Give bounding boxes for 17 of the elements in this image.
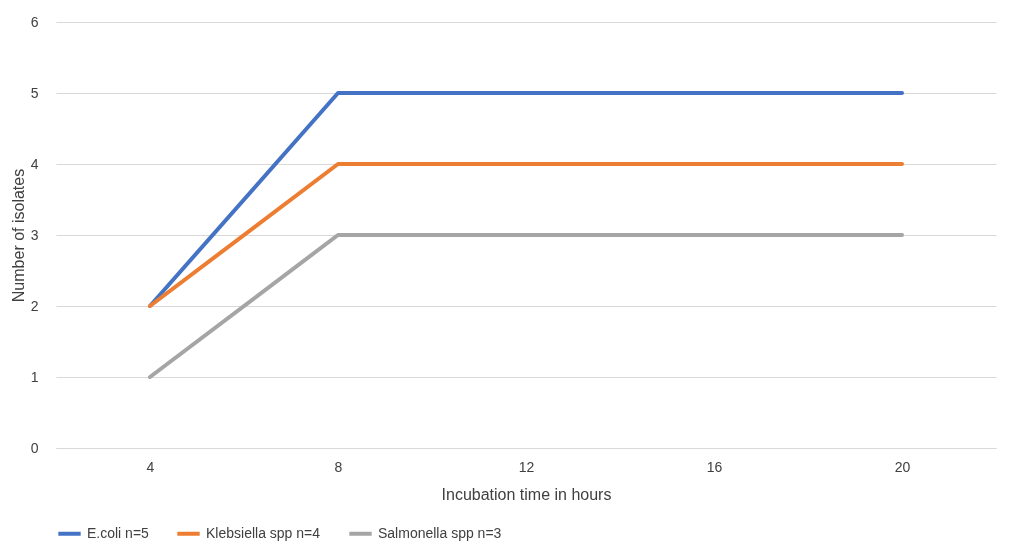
legend-label: Salmonella spp n=3 — [378, 524, 502, 541]
y-tick-label: 6 — [30, 13, 39, 30]
x-tick-label: 20 — [894, 458, 911, 475]
y-tick-label: 2 — [30, 297, 39, 314]
x-axis-title: Incubation time in hours — [441, 485, 612, 503]
y-tick-label: 1 — [30, 368, 39, 385]
y-axis-title: Number of isolates — [9, 168, 27, 303]
y-tick-label: 5 — [30, 84, 39, 101]
y-tick-label: 3 — [30, 226, 39, 243]
x-tick-label: 12 — [518, 458, 535, 475]
y-tick-label: 0 — [30, 439, 39, 456]
x-tick-label: 16 — [706, 458, 723, 475]
y-tick-label: 4 — [30, 155, 39, 172]
legend-label: Klebsiella spp n=4 — [206, 524, 321, 541]
x-tick-label: 4 — [146, 458, 155, 475]
x-tick-label: 8 — [334, 458, 343, 475]
legend-label: E.coli n=5 — [87, 524, 150, 541]
